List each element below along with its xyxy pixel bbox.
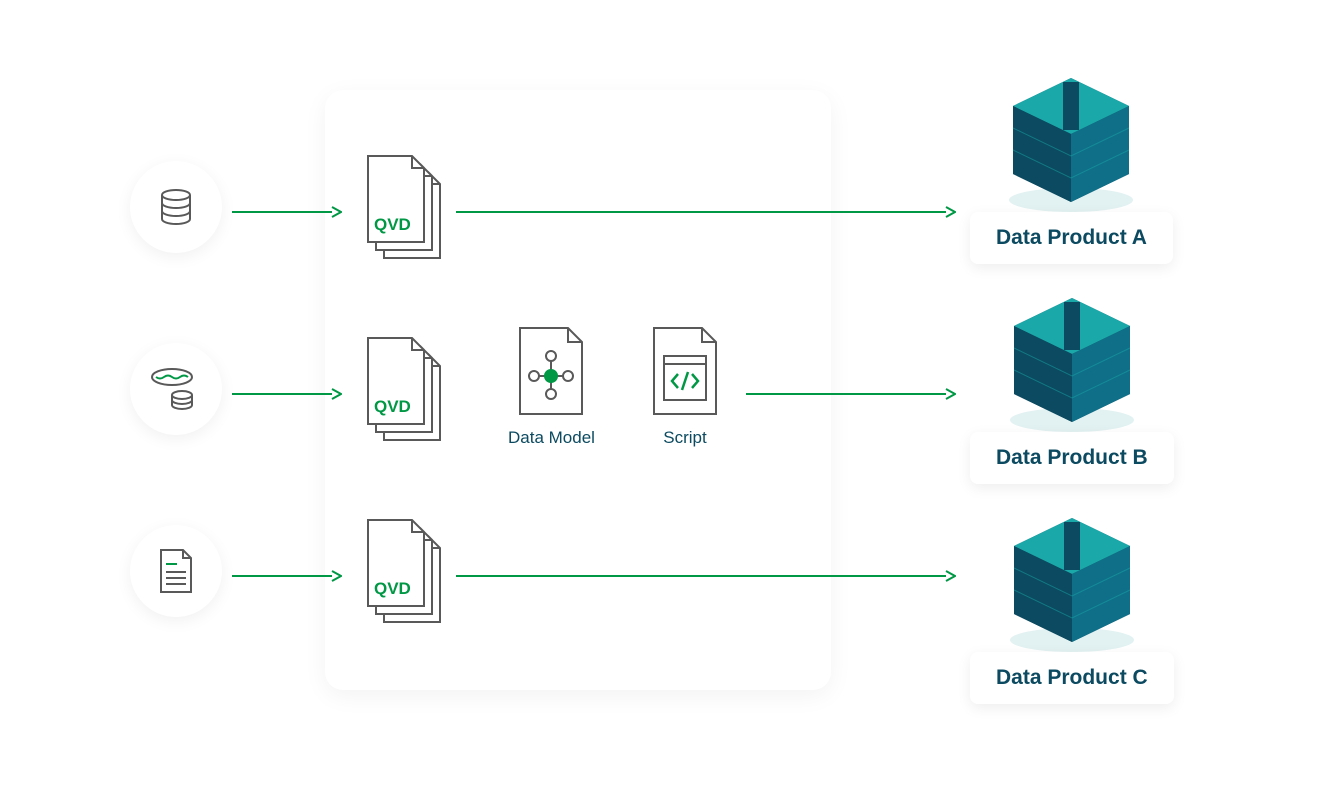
package-box-icon — [991, 70, 1151, 220]
qvd-label: QVD — [374, 215, 411, 234]
source-datalake-icon — [130, 343, 222, 435]
arrow-to-product-b — [746, 388, 956, 390]
script-file: Script — [648, 324, 722, 448]
product-c: Data Product C — [970, 510, 1174, 704]
diagram-canvas: QVD QVD QVD — [0, 0, 1340, 800]
package-box-icon — [992, 510, 1152, 660]
arrow-to-product-a — [456, 206, 956, 208]
arrow-to-product-c — [456, 570, 956, 572]
qvd-file-2: QVD — [360, 334, 448, 438]
arrow-src-qvd-2 — [232, 388, 342, 390]
product-c-label: Data Product C — [970, 652, 1174, 704]
qvd-label: QVD — [374, 397, 411, 416]
script-label: Script — [663, 428, 706, 448]
product-b-label: Data Product B — [970, 432, 1174, 484]
qvd-label: QVD — [374, 579, 411, 598]
arrow-src-qvd-3 — [232, 570, 342, 572]
package-box-icon — [992, 290, 1152, 440]
source-database-icon — [130, 161, 222, 253]
data-model-file: Data Model — [508, 324, 595, 448]
qvd-file-1: QVD — [360, 152, 448, 256]
source-file-icon — [130, 525, 222, 617]
qvd-file-3: QVD — [360, 516, 448, 620]
product-b: Data Product B — [970, 290, 1174, 484]
product-a-label: Data Product A — [970, 212, 1173, 264]
arrow-src-qvd-1 — [232, 206, 342, 208]
data-model-label: Data Model — [508, 428, 595, 448]
product-a: Data Product A — [970, 70, 1173, 264]
